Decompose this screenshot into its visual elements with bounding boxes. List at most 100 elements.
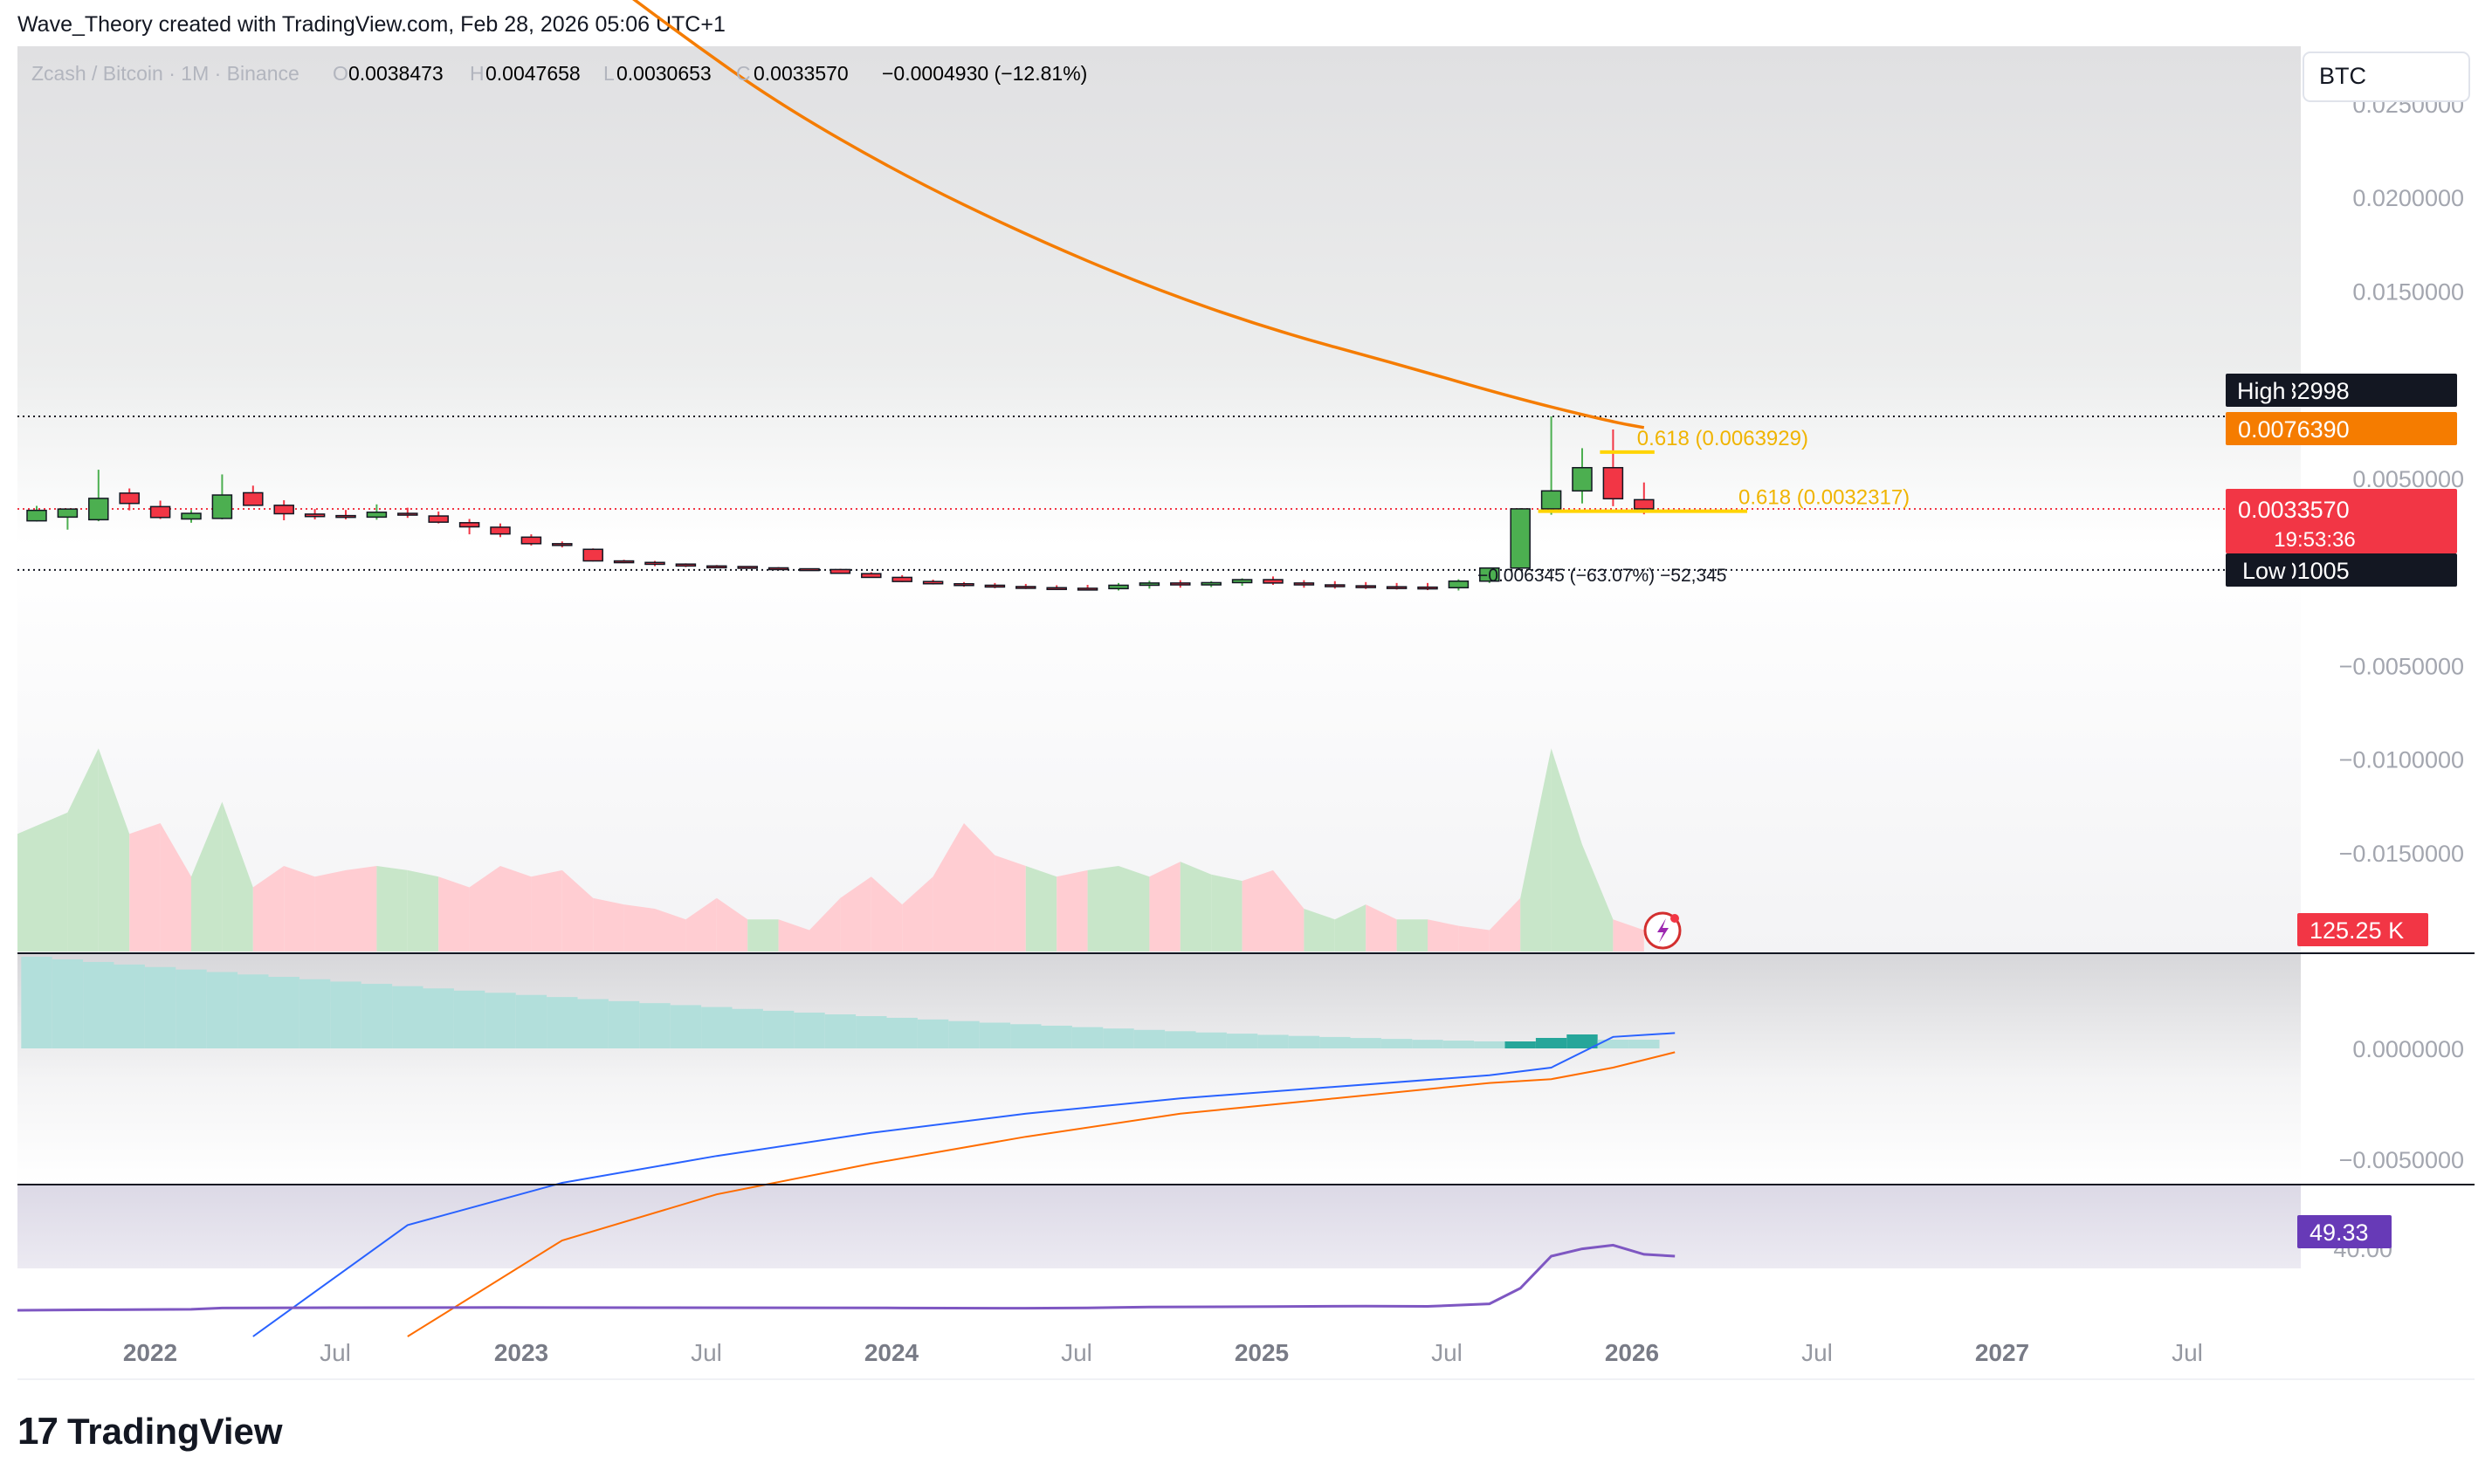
candle-body — [861, 573, 882, 579]
currency-button[interactable]: BTC — [2303, 52, 2470, 102]
brand-name[interactable]: TradingView — [66, 1411, 283, 1452]
macd-histogram-bar — [21, 957, 52, 1048]
candle-body — [335, 514, 356, 519]
candle-body — [922, 581, 944, 585]
macd-histogram-bar — [856, 1016, 887, 1048]
volume-segment — [1057, 869, 1088, 952]
volume-segment — [314, 869, 346, 952]
macd-histogram-bar — [1195, 1032, 1227, 1048]
candle-body — [1293, 582, 1315, 586]
volume-segment — [1242, 869, 1273, 952]
volume-segment — [1551, 748, 1582, 952]
macd-histogram-bar — [1380, 1039, 1413, 1048]
ma-value-tag-bg — [2226, 412, 2457, 445]
volume-segment — [1180, 862, 1212, 952]
volume-segment — [902, 876, 933, 952]
price-axis[interactable]: 0.02500000.02000000.01500000.0050000−0.0… — [2339, 92, 2464, 867]
moving-average — [632, 0, 1645, 429]
volume-segment — [871, 876, 903, 952]
candle-body — [891, 576, 912, 582]
y-tick-label: −0.0100000 — [2339, 747, 2464, 773]
macd-histogram-bar — [1412, 1040, 1443, 1048]
volume-segment — [1582, 844, 1614, 952]
candles — [26, 416, 1655, 591]
time-axis[interactable]: 2022 Jul 2023 Jul 2024 Jul 2025 Jul 2026 Jul 2027 J… — [123, 1339, 2203, 1366]
legend-high-label: H — [470, 62, 485, 85]
macd-y-tick: 0.0000000 — [2352, 1036, 2464, 1062]
macd-histogram-bar — [423, 988, 454, 1048]
header-text: Wave_Theory created with TradingView.com… — [17, 12, 726, 37]
macd-histogram-bar — [608, 1000, 640, 1048]
x-tick-label: 2024 — [864, 1339, 919, 1366]
volume-segment — [1366, 904, 1397, 952]
volume-segment — [252, 866, 285, 952]
volume-segment — [407, 869, 439, 952]
volume-segment — [67, 748, 99, 952]
macd-histogram-bar — [1010, 1024, 1042, 1048]
macd-histogram-bar — [299, 979, 331, 1048]
candle-body — [737, 566, 758, 569]
macd-histogram-bar — [547, 997, 578, 1048]
macd-histogram-bar — [515, 994, 547, 1048]
macd-histogram-bar — [948, 1020, 980, 1048]
volume-area — [17, 748, 1644, 952]
volume-segment — [1025, 866, 1057, 952]
volume-segment — [933, 823, 964, 952]
candle-body — [613, 560, 635, 564]
volume-segment — [1211, 874, 1243, 952]
legend-open-label: O — [333, 62, 348, 85]
chart-canvas[interactable]: 0.02500000.02000000.01500000.0050000−0.0… — [0, 0, 2492, 1397]
x-tick-label: Jul — [1801, 1339, 1833, 1366]
x-tick-label: 2023 — [494, 1339, 548, 1366]
macd-histogram-bar — [237, 974, 269, 1048]
volume-segment — [778, 919, 809, 952]
candle-body — [181, 512, 202, 520]
candle-body — [211, 494, 233, 519]
rsi-lower-bg — [17, 1268, 2301, 1312]
macd-histogram-bar — [1133, 1029, 1166, 1048]
macd-histogram-bar — [83, 961, 114, 1048]
volume-segment — [1489, 897, 1521, 952]
alert-icon[interactable] — [1643, 911, 1682, 950]
candle-body — [675, 563, 697, 567]
candle-body — [1417, 586, 1438, 590]
macd-histogram-bar — [1288, 1035, 1320, 1048]
macd-histogram-bar — [670, 1005, 702, 1048]
candle-body — [304, 513, 326, 518]
macd-histogram-bar — [1442, 1041, 1475, 1048]
volume-segment — [1334, 904, 1366, 952]
candle-body — [1077, 587, 1098, 591]
volume-segment — [1087, 866, 1119, 952]
rsi-value-tag-bg — [2297, 1215, 2392, 1248]
currency-button-label[interactable]: BTC — [2319, 63, 2366, 89]
candle-body — [273, 505, 294, 515]
macd-pane: 0.0000000 −0.0050000 — [21, 957, 2464, 1337]
candle-body — [1201, 581, 1222, 586]
y-tick-label: 0.0200000 — [2352, 185, 2464, 211]
candle-body — [57, 508, 79, 519]
tradingview-logo-icon[interactable]: 17 — [17, 1410, 59, 1453]
macd-histogram-bar — [485, 993, 516, 1048]
volume-segment — [1396, 919, 1428, 952]
legend-low-label: L — [603, 62, 615, 85]
candle-body — [520, 536, 542, 545]
x-tick-label: Jul — [2172, 1339, 2203, 1366]
candle-body — [1634, 498, 1655, 510]
macd-histogram-bar — [392, 986, 423, 1048]
candle-body — [799, 567, 820, 572]
macd-histogram-bar — [1628, 1040, 1660, 1048]
candle-body — [706, 565, 727, 569]
candle-body — [243, 491, 264, 506]
chart-header: Wave_Theory created with TradingView.com… — [17, 12, 726, 38]
candle-body — [1448, 580, 1470, 588]
macd-histogram-bar — [886, 1017, 918, 1048]
volume-value-tag-bg — [2297, 913, 2428, 946]
x-tick-label: Jul — [1431, 1339, 1463, 1366]
volume-segment — [1520, 748, 1552, 952]
candle-body — [149, 505, 171, 519]
x-tick-label: Jul — [320, 1339, 351, 1366]
volume-segment — [438, 876, 470, 952]
candle-body — [1386, 586, 1408, 589]
volume-segment — [160, 823, 191, 952]
volume-segment — [1304, 909, 1335, 952]
